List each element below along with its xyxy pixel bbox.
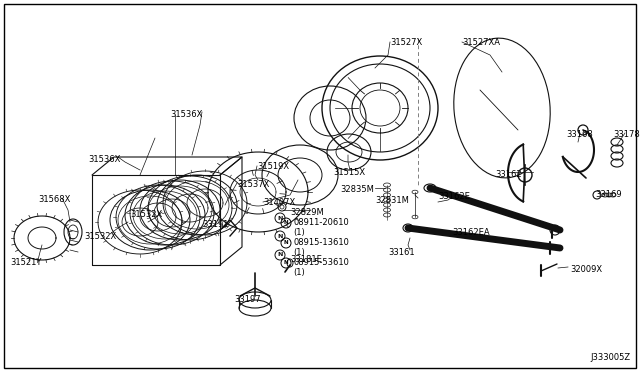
Text: N: N bbox=[284, 221, 288, 225]
Text: 08915-53610: 08915-53610 bbox=[293, 258, 349, 267]
Text: 31515X: 31515X bbox=[333, 168, 365, 177]
Text: 32009X: 32009X bbox=[570, 265, 602, 274]
Text: 32829M: 32829M bbox=[290, 208, 324, 217]
Text: 31527X: 31527X bbox=[390, 38, 422, 47]
Text: 08911-20610: 08911-20610 bbox=[293, 218, 349, 227]
Text: 31407X: 31407X bbox=[263, 198, 295, 207]
Text: N: N bbox=[277, 234, 283, 238]
Text: 31536X: 31536X bbox=[170, 110, 202, 119]
Text: 33162EA: 33162EA bbox=[452, 228, 490, 237]
Text: 31519X: 31519X bbox=[257, 162, 289, 171]
Text: 31532X: 31532X bbox=[84, 232, 116, 241]
Text: 33191: 33191 bbox=[202, 220, 228, 229]
Text: 31532X: 31532X bbox=[130, 210, 163, 219]
Text: 31527XA: 31527XA bbox=[462, 38, 500, 47]
Text: N: N bbox=[284, 260, 288, 266]
Text: 32831M: 32831M bbox=[375, 196, 409, 205]
Text: N: N bbox=[277, 215, 283, 221]
Text: 08915-13610: 08915-13610 bbox=[293, 238, 349, 247]
Text: N: N bbox=[284, 241, 288, 246]
Text: 33169: 33169 bbox=[595, 190, 621, 199]
Text: J333005Z: J333005Z bbox=[590, 353, 630, 362]
Text: 33161: 33161 bbox=[388, 248, 415, 257]
Text: N: N bbox=[277, 253, 283, 257]
Text: 33197: 33197 bbox=[234, 295, 260, 304]
Text: 32835M: 32835M bbox=[340, 185, 374, 194]
Text: 31536X: 31536X bbox=[88, 155, 120, 164]
Text: 33168: 33168 bbox=[566, 130, 593, 139]
Text: 33162: 33162 bbox=[495, 170, 522, 179]
Text: 33181E: 33181E bbox=[290, 255, 322, 264]
Text: (1): (1) bbox=[293, 248, 305, 257]
Text: (1): (1) bbox=[293, 228, 305, 237]
Text: 33162E: 33162E bbox=[438, 192, 470, 201]
Text: 33178: 33178 bbox=[613, 130, 640, 139]
Text: 31568X: 31568X bbox=[38, 195, 70, 204]
Text: 31521Y: 31521Y bbox=[10, 258, 42, 267]
Text: 31537X: 31537X bbox=[237, 180, 269, 189]
Text: (1): (1) bbox=[293, 268, 305, 277]
